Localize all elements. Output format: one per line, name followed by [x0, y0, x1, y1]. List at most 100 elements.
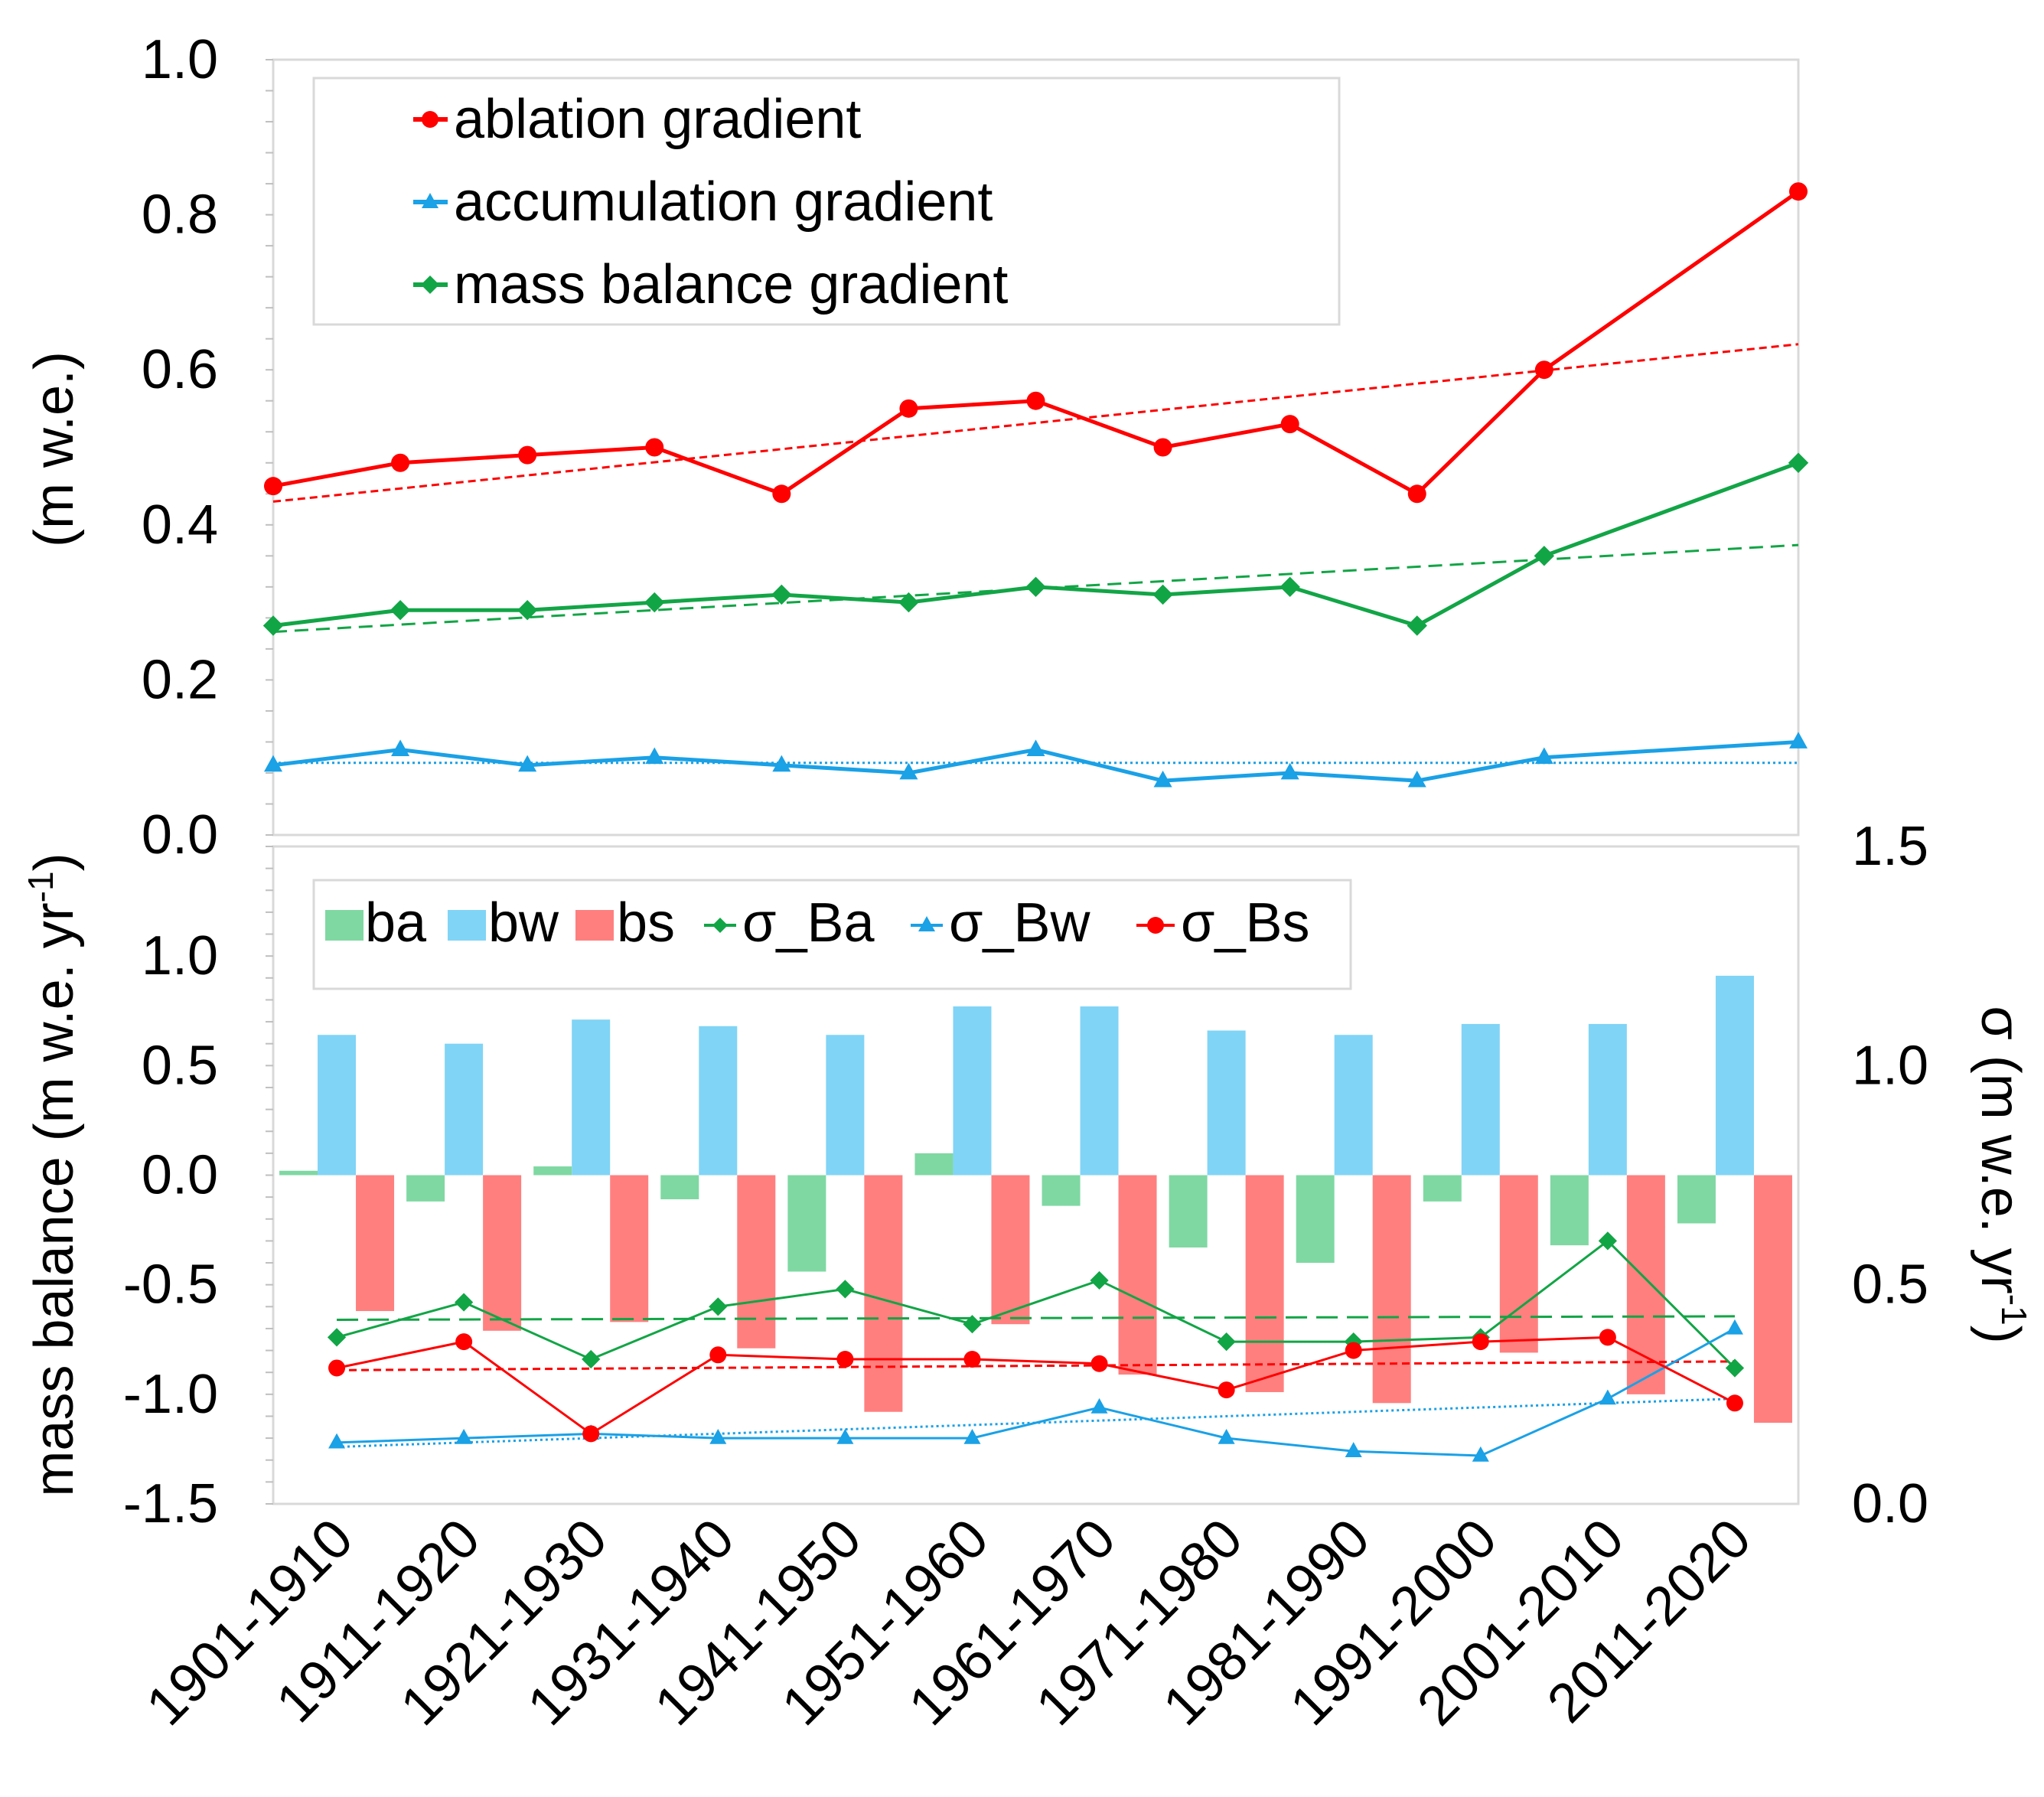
- bw-bar: [1588, 1023, 1627, 1176]
- ablation-series: [264, 182, 1808, 504]
- mass_balance-point: [1280, 576, 1300, 598]
- top-y-tick-label: 0.0: [142, 804, 218, 866]
- bs-bar: [1118, 1175, 1157, 1375]
- sigma_ba-series: [327, 1231, 1745, 1378]
- sigma_bs-point: [582, 1425, 600, 1443]
- sigma_ba-point: [582, 1349, 601, 1369]
- bw-bar: [699, 1026, 738, 1176]
- sigma_ba-trendline: [337, 1315, 1735, 1321]
- bw-bar: [1461, 1023, 1500, 1176]
- bottom-y2-axis-title: σ (m w.e. yr-1): [1970, 1006, 2034, 1343]
- sigma_bw-point: [836, 1429, 854, 1444]
- bottom-y2-axis-title-close: ): [1970, 1326, 2031, 1344]
- legend-item-sigma-ba: σ_Ba: [704, 892, 875, 954]
- accumulation-point: [899, 762, 918, 780]
- bs-bar: [1499, 1175, 1538, 1353]
- bw-bar: [826, 1035, 865, 1176]
- ba-bar: [1296, 1175, 1335, 1264]
- bw-bar: [572, 1019, 611, 1176]
- sigma_bs-line: [336, 1336, 1736, 1436]
- ba-bars: [279, 1153, 1716, 1272]
- sigma_bs-point: [836, 1351, 854, 1368]
- ablation-point: [264, 477, 282, 496]
- accumulation-point: [391, 739, 410, 756]
- accumulation-point: [1153, 770, 1172, 788]
- sigma_bs-series: [328, 1329, 1743, 1443]
- legend-sigma-ba-label: σ_Ba: [742, 892, 875, 954]
- bw-bar: [1080, 1006, 1119, 1176]
- x-tick-labels: 1901-19101911-19201921-19301931-19401941…: [135, 1508, 1762, 1737]
- legend-bs-swatch: [575, 910, 614, 941]
- ba-bar: [406, 1175, 445, 1202]
- sigma_bw-point: [963, 1429, 981, 1444]
- top-y-axis-title-text: (m w.e.): [24, 351, 85, 547]
- legend-accumulation-marker: [422, 193, 438, 208]
- accumulation-point: [772, 755, 791, 772]
- ba-bar: [279, 1170, 318, 1176]
- bottom-y-axis-title-sup: -1: [21, 871, 60, 902]
- sigma_ba-point: [327, 1328, 347, 1347]
- ablation-point: [645, 438, 664, 457]
- bottom-y2-tick-label: 1.0: [1852, 1035, 1928, 1096]
- sigma_bs-point: [455, 1333, 473, 1351]
- bs-bar: [356, 1175, 395, 1312]
- ba-bar: [1550, 1175, 1589, 1246]
- top-y-tick-label: 0.4: [142, 494, 218, 556]
- accumulation-point: [1789, 732, 1808, 748]
- ba-bar: [1042, 1175, 1081, 1206]
- sigma_bs-trendline: [337, 1360, 1735, 1371]
- bottom-legend: ba bw bs σ_Ba σ_Bw σ_Bs: [312, 879, 1352, 990]
- legend-accumulation-label: accumulation gradient: [454, 171, 993, 233]
- bottom-y2-tick-labels: 0.0 0.5 1.0 1.5: [1852, 816, 1928, 1534]
- accumulation-point: [1280, 762, 1299, 780]
- bs-bar: [610, 1175, 649, 1322]
- mass_balance-point: [1025, 576, 1046, 598]
- bottom-y2-tick-label: 0.5: [1852, 1254, 1928, 1316]
- legend-bw-swatch: [448, 910, 486, 941]
- bs-bar: [1245, 1175, 1284, 1392]
- bottom-y2-axis-title-text: σ (m w.e. yr: [1970, 1006, 2031, 1293]
- top-y-tick-label: 0.2: [142, 649, 218, 710]
- bottom-trendlines: [336, 1315, 1736, 1449]
- top-legend: ablation gradient accumulation gradient …: [312, 77, 1341, 326]
- bottom-legend-box: [312, 879, 1352, 990]
- accumulation-point: [264, 755, 282, 772]
- ba-bar: [660, 1175, 699, 1199]
- bottom-y-tick-label: 0.0: [142, 1145, 218, 1206]
- accumulation-series: [264, 732, 1808, 788]
- legend-bs-label: bs: [617, 892, 675, 954]
- bw-bar: [1334, 1035, 1373, 1176]
- bs-bar: [1753, 1175, 1792, 1424]
- ba-bar: [787, 1175, 826, 1272]
- bottom-y-tick-label: 0.5: [142, 1035, 218, 1096]
- sigma_bw-point: [1599, 1389, 1616, 1405]
- sigma_bw-point: [328, 1433, 346, 1449]
- accumulation-point: [518, 755, 537, 772]
- sigma_ba-point: [709, 1297, 728, 1316]
- accumulation-point: [1026, 739, 1045, 756]
- mass_balance-point: [1534, 546, 1555, 566]
- top-legend-box: [312, 77, 1341, 326]
- legend-item-ablation: ablation gradient: [413, 89, 861, 150]
- bottom-y-tick-label: -1.0: [123, 1364, 218, 1425]
- top-y-tick-label: 0.6: [142, 339, 218, 400]
- legend-mass-balance-label: mass balance gradient: [454, 254, 1008, 315]
- bs-bar: [991, 1175, 1030, 1325]
- sigma_bs-point: [1472, 1333, 1489, 1351]
- bottom-y-tick-label: -0.5: [123, 1254, 218, 1316]
- ablation-line: [272, 190, 1800, 497]
- ablation-point: [772, 484, 791, 504]
- bs-bar: [1372, 1175, 1411, 1404]
- bottom-minor-ticks: [266, 846, 273, 1505]
- ablation-point: [1026, 391, 1045, 410]
- bs-bar: [737, 1175, 776, 1349]
- legend-item-sigma-bw: σ_Bw: [911, 892, 1091, 954]
- sigma_bs-point: [1218, 1381, 1235, 1399]
- legend-ba-swatch: [325, 910, 363, 941]
- bs-bars: [356, 1175, 1792, 1424]
- legend-item-mass-balance: mass balance gradient: [413, 254, 1008, 315]
- top-y-tick-label: 0.8: [142, 184, 218, 246]
- mass_balance-line: [272, 461, 1799, 628]
- bottom-sigma-lines: [327, 1231, 1745, 1462]
